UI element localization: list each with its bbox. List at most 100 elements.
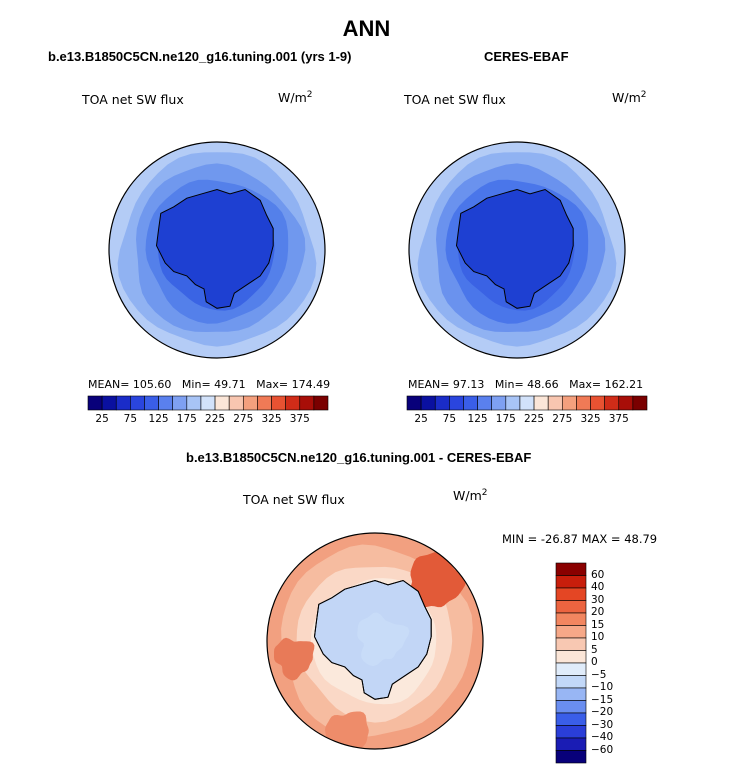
diff-colorbar-tick-label: 10 — [591, 631, 605, 643]
obs-colorbar-swatch — [533, 395, 549, 411]
diff-colorbar-swatch — [555, 587, 587, 601]
diff-colorbar-ticks: 60 40 30 20 15 10 5 0 −5 −10 −15 −20 −30 −40 −60 — [591, 563, 631, 763]
model-colorbar-swatch — [130, 395, 145, 411]
model-max-label: Max= — [256, 378, 289, 391]
obs-colorbar-tick-label: 25 — [414, 413, 428, 425]
model-polar-map — [108, 141, 326, 359]
obs-mean-label: MEAN= — [408, 378, 450, 391]
model-colorbar-ticks: 25 75 125 175 225 275 325 375 — [88, 413, 328, 427]
diff-colorbar-swatch — [555, 650, 587, 664]
diff-colorbar-tick-label: 20 — [591, 606, 605, 618]
obs-colorbar-tick-label: 275 — [552, 413, 573, 425]
obs-colorbar-tick-label: 225 — [524, 413, 545, 425]
obs-colorbar-ticks: 25 75 125 175 225 275 325 375 — [407, 413, 647, 427]
diff-colorbar-tick-label: 30 — [591, 593, 605, 606]
model-colorbar-swatch — [87, 395, 103, 411]
diff-colorbar-tick-label: 5 — [591, 643, 598, 656]
model-colorbar-swatch — [144, 395, 159, 411]
model-colorbar-swatch — [172, 395, 188, 411]
model-colorbar-swatch — [101, 395, 117, 411]
obs-map-border — [408, 141, 626, 359]
obs-colorbar-swatch — [434, 395, 450, 411]
model-colorbar-tick-label: 125 — [148, 413, 169, 425]
diff-colorbar-swatch — [555, 750, 587, 764]
diff-colorbar-swatch — [555, 637, 587, 651]
diff-colorbar-tick-label: −40 — [591, 731, 614, 743]
diff-colorbar-swatch — [555, 700, 587, 714]
diff-panel-title: b.e13.B1850C5CN.ne120_g16.tuning.001 - C… — [186, 450, 532, 465]
diff-colorbar-tick-label: 15 — [591, 618, 605, 631]
diff-colorbar-tick-label: −15 — [591, 693, 614, 706]
diff-colorbar-swatch — [555, 662, 587, 676]
model-colorbar-tick-label: 375 — [289, 413, 310, 425]
diff-colorbar-tick-label: −10 — [591, 681, 614, 693]
obs-colorbar-swatch — [547, 395, 563, 411]
model-colorbar-swatch — [115, 395, 131, 411]
model-colorbar-tick-label: 75 — [123, 413, 138, 425]
obs-field-label: TOA net SW flux — [404, 92, 506, 107]
model-unit-label: W/m2 — [278, 90, 313, 106]
diff-band — [407, 552, 467, 608]
obs-colorbar — [406, 395, 648, 411]
obs-colorbar-swatch — [420, 395, 436, 411]
diff-colorbar-tick-label: 0 — [591, 656, 598, 668]
obs-colorbar-swatch — [477, 395, 493, 411]
diff-colorbar-tick-label: −5 — [591, 668, 607, 681]
diff-colorbar-swatch — [555, 612, 587, 626]
obs-colorbar-swatch — [406, 395, 422, 411]
diff-colorbar-swatch — [555, 712, 587, 726]
diff-map-border — [266, 532, 484, 750]
model-max-value: 174.49 — [291, 378, 331, 391]
diff-colorbar-tick-label: −30 — [591, 718, 614, 731]
model-colorbar-swatch — [228, 395, 244, 411]
obs-colorbar-tick-label: 375 — [608, 413, 629, 425]
diff-field-label: TOA net SW flux — [243, 492, 345, 507]
obs-continent — [455, 188, 574, 309]
model-colorbar-swatch — [299, 395, 315, 411]
diff-band — [325, 711, 369, 749]
diff-colorbar-swatch — [555, 625, 587, 639]
obs-min-value: 48.66 — [527, 378, 559, 391]
model-panel-title: b.e13.B1850C5CN.ne120_g16.tuning.001 (yr… — [48, 49, 352, 64]
model-stats: MEAN= 105.60 Min= 49.71 Max= 174.49 — [88, 378, 330, 391]
diff-polar-map — [266, 532, 484, 750]
obs-colorbar-swatch — [561, 395, 577, 411]
obs-field — [409, 142, 625, 358]
diff-unit-label: W/m2 — [453, 488, 488, 504]
obs-colorbar-tick-label: 325 — [580, 413, 601, 425]
model-colorbar-swatch — [285, 395, 301, 411]
obs-colorbar-swatch — [590, 395, 605, 411]
diff-field — [267, 533, 483, 749]
model-colorbar-tick-label: 275 — [233, 413, 254, 425]
model-field-label: TOA net SW flux — [82, 92, 184, 107]
obs-colorbar-swatch — [505, 395, 521, 411]
obs-min-label: Min= — [494, 378, 524, 391]
diff-band — [357, 612, 410, 667]
model-field — [109, 142, 325, 358]
model-colorbar-tick-label: 175 — [176, 413, 197, 425]
diff-colorbar-swatch — [555, 675, 587, 689]
model-continent — [155, 188, 274, 309]
model-colorbar-swatch — [242, 395, 258, 411]
diff-colorbar-tick-label: 40 — [591, 581, 605, 593]
diff-minmax: MIN = -26.87 MAX = 48.79 — [502, 532, 658, 546]
obs-panel-title: CERES-EBAF — [484, 49, 569, 64]
diff-colorbar — [555, 562, 587, 764]
obs-colorbar-swatch — [618, 395, 634, 411]
model-colorbar-swatch — [271, 395, 286, 411]
obs-mean-value: 97.13 — [452, 378, 485, 391]
diff-coastline — [313, 579, 432, 700]
figure-title: ANN — [342, 16, 391, 41]
obs-colorbar-swatch — [632, 395, 648, 411]
model-colorbar-swatch — [214, 395, 230, 411]
model-colorbar-swatch — [200, 395, 216, 411]
diff-band — [274, 637, 315, 681]
model-mean-label: MEAN= — [88, 378, 130, 391]
obs-colorbar-swatch — [604, 395, 620, 411]
obs-stats: MEAN= 97.13 Min= 48.66 Max= 162.21 — [408, 378, 643, 391]
obs-colorbar-swatch — [463, 395, 478, 411]
model-colorbar-tick-label: 225 — [205, 413, 226, 425]
obs-colorbar-swatch — [519, 395, 535, 411]
model-colorbar-swatch — [158, 395, 174, 411]
obs-colorbar-tick-label: 125 — [467, 413, 488, 425]
